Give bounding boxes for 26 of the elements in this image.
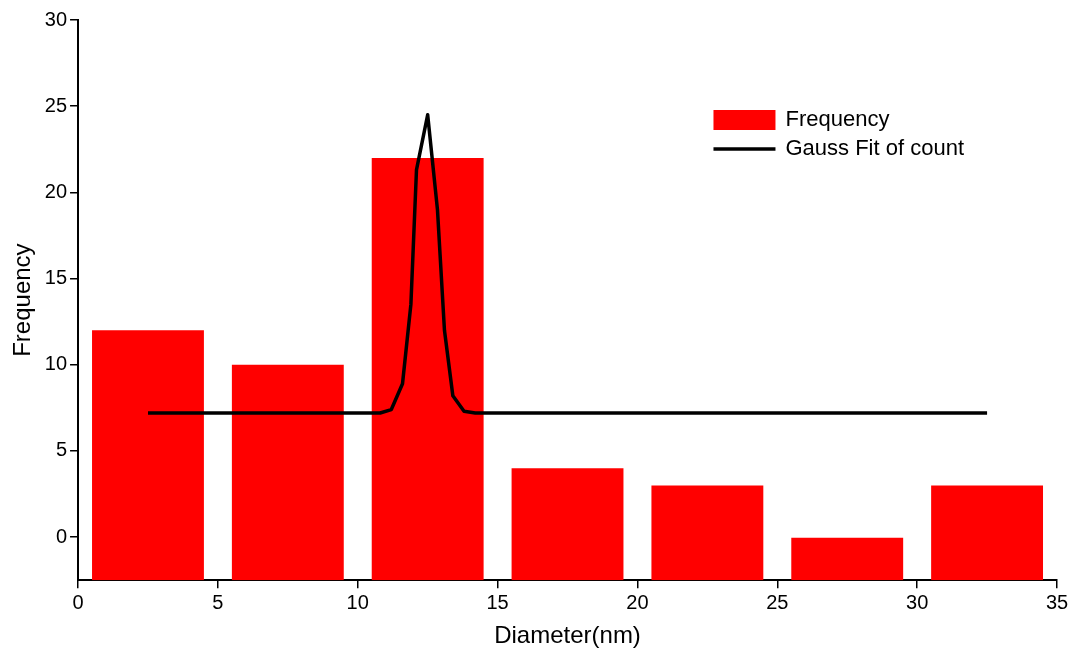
x-tick-label: 25 bbox=[766, 590, 789, 613]
bar bbox=[231, 364, 344, 581]
y-tick-label: 0 bbox=[55, 524, 68, 547]
legend-label: Frequency bbox=[785, 106, 890, 132]
y-tick-label: 25 bbox=[44, 93, 68, 116]
bar bbox=[931, 485, 1044, 581]
y-tick-label: 20 bbox=[44, 179, 68, 202]
y-tick-label: 5 bbox=[55, 438, 68, 461]
bar bbox=[371, 157, 484, 581]
x-tick-label: 15 bbox=[486, 590, 509, 613]
y-tick-label: 15 bbox=[44, 266, 68, 289]
x-axis-title: Diameter(nm) bbox=[494, 621, 641, 649]
x-tick-label: 10 bbox=[346, 590, 369, 613]
y-tick-label: 30 bbox=[44, 7, 68, 30]
x-tick-label: 0 bbox=[72, 590, 84, 613]
bar bbox=[511, 468, 624, 581]
bar bbox=[651, 485, 764, 581]
bar bbox=[92, 330, 204, 581]
x-tick-label: 35 bbox=[1045, 590, 1069, 613]
x-tick-label: 20 bbox=[626, 590, 649, 613]
y-axis-title: Frequency bbox=[8, 243, 36, 357]
x-tick-label: 30 bbox=[906, 590, 929, 613]
y-tick-label: 10 bbox=[44, 352, 68, 375]
x-tick-label: 5 bbox=[212, 590, 224, 613]
bar bbox=[791, 537, 904, 581]
legend-label: Gauss Fit of count bbox=[785, 135, 965, 161]
